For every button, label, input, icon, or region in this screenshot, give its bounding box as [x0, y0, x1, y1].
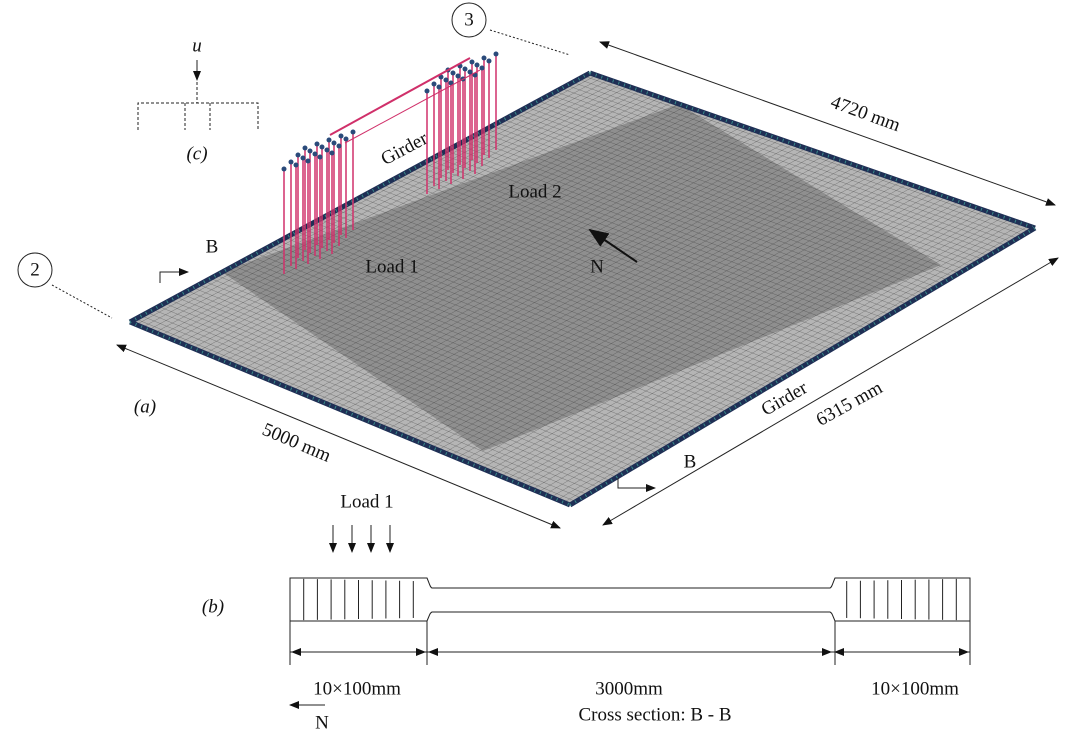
load-node	[306, 159, 311, 164]
dimension-label: 4720 mm	[828, 92, 903, 137]
load-label: Load 1	[365, 256, 418, 277]
load-node	[487, 59, 492, 64]
inset: u (c)	[138, 35, 258, 164]
load-node	[301, 156, 306, 161]
load-node	[339, 134, 344, 139]
load-node	[318, 155, 323, 160]
figure: u (c) 2 3 4720 mm 6315 mm 5000 mm Girder…	[0, 0, 1070, 735]
load-node	[432, 82, 437, 87]
north-label: N	[590, 256, 604, 277]
load-node	[282, 167, 287, 172]
section-ribs	[304, 579, 957, 620]
load-node	[468, 70, 473, 75]
load-node	[332, 141, 337, 146]
section-mark: B	[684, 451, 697, 472]
section-dimension: 10×100mm	[871, 678, 959, 699]
load-node	[494, 52, 499, 57]
load-beam	[330, 58, 470, 135]
load-label: Load 2	[508, 181, 561, 202]
section-north: N	[315, 712, 329, 733]
section-dimension: 10×100mm	[313, 678, 401, 699]
load-node	[320, 145, 325, 150]
load-node	[444, 78, 449, 83]
load-node	[303, 146, 308, 151]
load-node	[470, 60, 475, 65]
load-node	[315, 142, 320, 147]
load-node	[330, 151, 335, 156]
load-node	[308, 149, 313, 154]
load-node	[327, 138, 332, 143]
load-node	[437, 85, 442, 90]
callout: 3	[464, 9, 474, 30]
load-arrows	[333, 525, 390, 552]
panel-label: (a)	[134, 396, 156, 417]
section-load-label: Load 1	[340, 491, 393, 512]
load-node	[289, 160, 294, 165]
load-node	[294, 163, 299, 168]
load-node	[425, 89, 430, 94]
inset-label: (c)	[186, 143, 207, 164]
callout: 2	[30, 259, 40, 280]
section-outline	[290, 578, 970, 621]
load-node	[337, 144, 342, 149]
load-node	[482, 56, 487, 61]
load-node	[451, 71, 456, 76]
load-node	[351, 130, 356, 135]
dimension-label: 6315 mm	[813, 377, 887, 431]
load-node	[463, 67, 468, 72]
inset-variable: u	[192, 35, 202, 56]
load-node	[475, 63, 480, 68]
dimension-label: 5000 mm	[259, 419, 334, 467]
section-mark: B	[206, 236, 219, 257]
load-node	[480, 66, 485, 71]
section-caption: Cross section: B - B	[578, 704, 731, 725]
load-node	[296, 153, 301, 158]
section-dimension: 3000mm	[595, 678, 663, 699]
load-node	[456, 74, 461, 79]
load-node	[325, 148, 330, 153]
panel-label: (b)	[202, 596, 224, 617]
load-node	[313, 152, 318, 157]
load-node	[344, 137, 349, 142]
